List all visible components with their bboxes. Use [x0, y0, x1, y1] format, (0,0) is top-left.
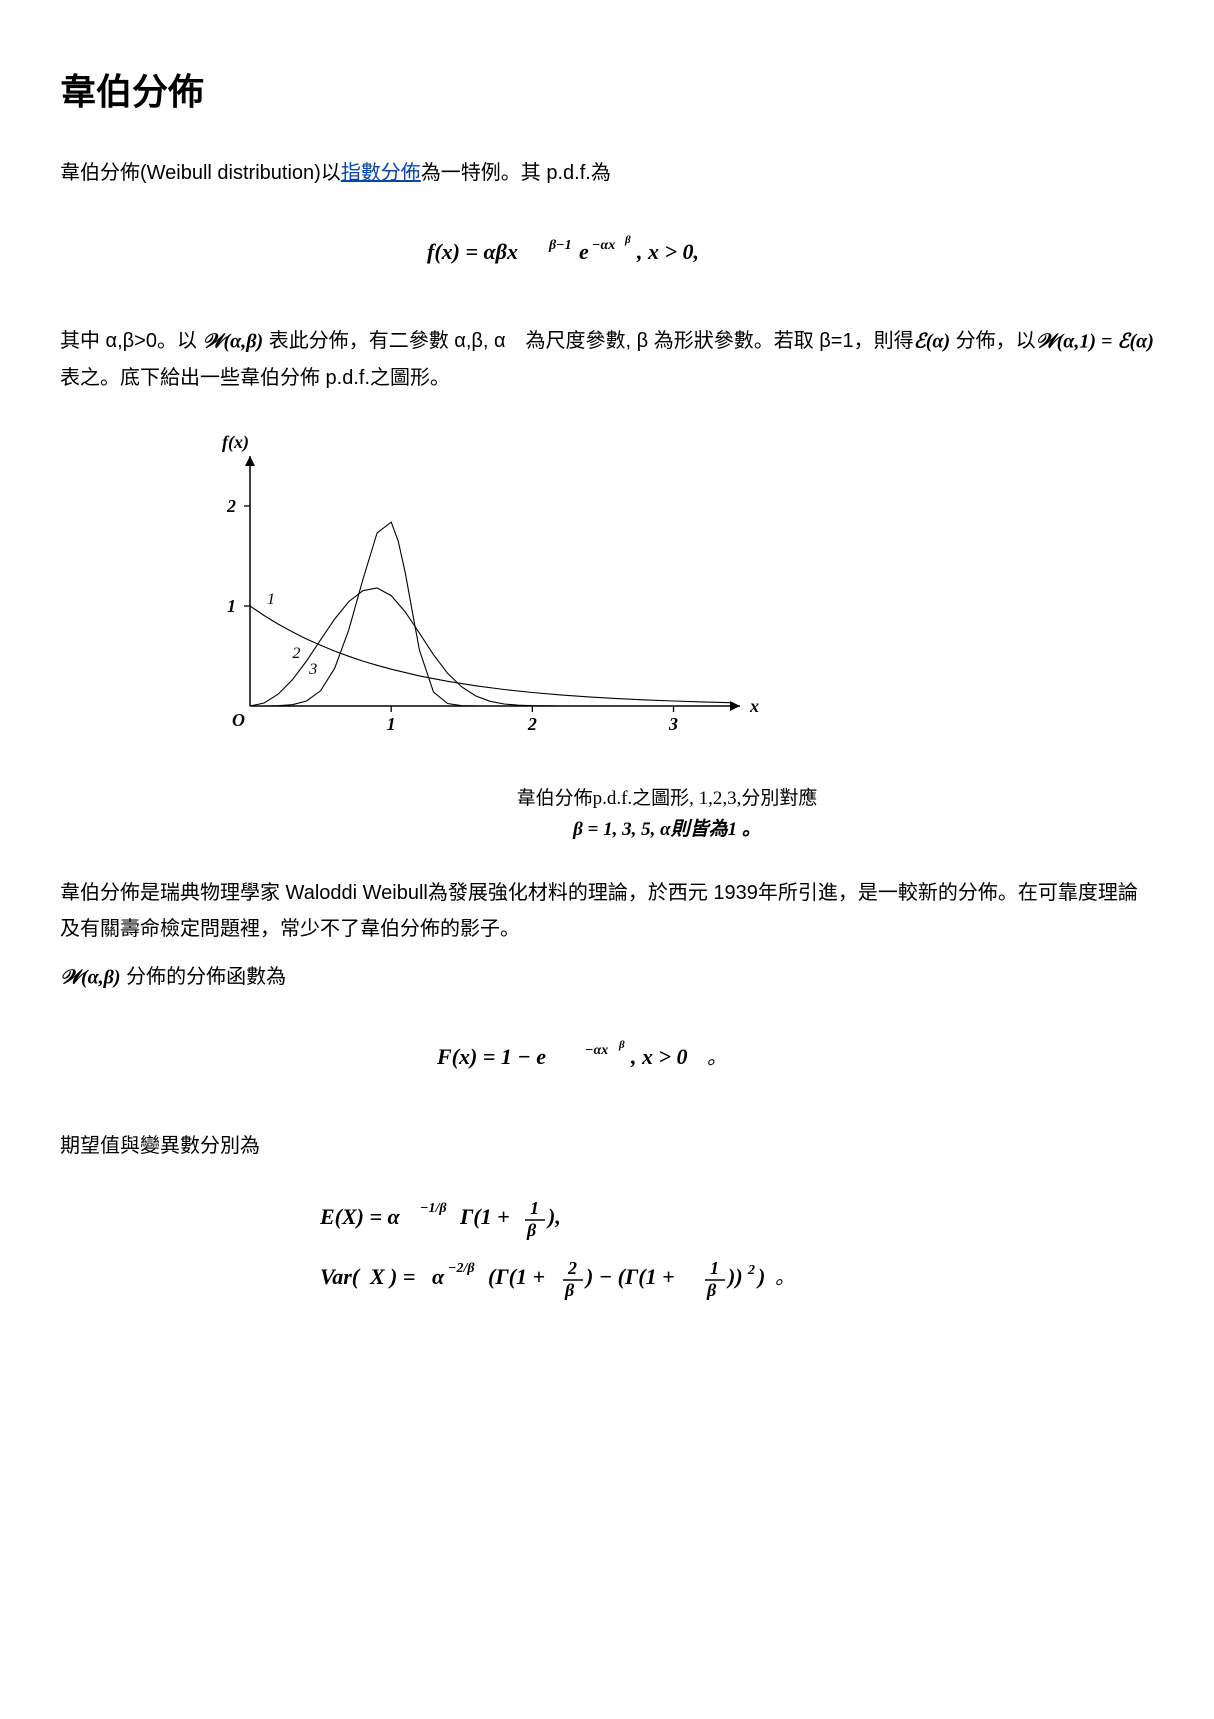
- svg-text:β−1: β−1: [548, 238, 572, 253]
- formula-moments: E(X) = α −1/β Γ(1 + 1 β ), Var( X ) = α …: [320, 1194, 1154, 1331]
- page-title: 韋伯分佈: [60, 60, 1154, 125]
- svg-text:3: 3: [308, 661, 317, 678]
- svg-text:−αx: −αx: [592, 238, 615, 253]
- svg-text:2: 2: [747, 1263, 755, 1278]
- formula-pdf: f(x) = αβx β−1 e −αx β , x > 0,: [60, 231, 1154, 284]
- svg-text:X: X: [369, 1264, 386, 1289]
- svg-text:β: β: [706, 1280, 717, 1300]
- intro-paragraph: 韋伯分佈(Weibull distribution)以指數分佈為一特例。其 p.…: [60, 155, 1154, 191]
- svg-text:Γ(1 +: Γ(1 +: [459, 1204, 510, 1229]
- svg-text:1: 1: [710, 1258, 719, 1278]
- svg-text:) − (Γ(1 +: ) − (Γ(1 +: [584, 1264, 675, 1289]
- svg-text:β: β: [618, 1039, 625, 1051]
- svg-text:3: 3: [668, 714, 678, 734]
- svg-text:−2/β: −2/β: [448, 1261, 475, 1276]
- para2-c: 分佈，以: [950, 330, 1036, 352]
- svg-text:2: 2: [292, 645, 300, 662]
- svg-text:F(x) = 1 − e: F(x) = 1 − e: [437, 1044, 546, 1069]
- svg-text:。: 。: [707, 1047, 727, 1069]
- chart-caption-1: 韋伯分佈p.d.f.之圖形, 1,2,3,分別對應: [517, 788, 818, 809]
- svg-text:, x > 0,: , x > 0,: [636, 239, 699, 264]
- svg-text:),: ),: [546, 1204, 561, 1229]
- svg-text:e: e: [579, 239, 589, 264]
- svg-text:): ): [756, 1264, 765, 1289]
- para4-b: 分佈的分佈函數為: [126, 966, 286, 988]
- para2-a: 其中 α,β>0。以: [60, 330, 203, 352]
- svg-text:f(x): f(x): [222, 432, 249, 453]
- math-w-alpha-1: 𝒲(α,1) = ℰ(α): [1036, 331, 1154, 353]
- svg-text:) =: ) =: [388, 1264, 415, 1289]
- svg-text:1: 1: [267, 591, 275, 608]
- math-w-alpha-beta-2: 𝒲(α,β): [60, 967, 121, 989]
- chart-caption-2: β = 1, 3, 5, α則皆為1 。: [573, 819, 761, 840]
- svg-text:, x > 0: , x > 0: [630, 1044, 688, 1069]
- svg-text:α: α: [432, 1264, 445, 1289]
- para4: 𝒲(α,β) 分佈的分佈函數為: [60, 959, 1154, 996]
- para3: 韋伯分佈是瑞典物理學家 Waloddi Weibull為發展強化材料的理論，於西…: [60, 875, 1154, 947]
- svg-text:O: O: [232, 710, 245, 730]
- svg-text:β: β: [526, 1220, 537, 1240]
- intro-post: 為一特例。其 p.d.f.為: [421, 162, 611, 184]
- link-exponential[interactable]: 指數分佈: [341, 162, 421, 184]
- svg-text:β: β: [564, 1280, 575, 1300]
- svg-text:x: x: [749, 696, 759, 716]
- para2: 其中 α,β>0。以 𝒲(α,β) 表此分佈，有二參數 α,β, α 為尺度參數…: [60, 323, 1154, 396]
- svg-text:2: 2: [226, 496, 236, 516]
- svg-text:−αx: −αx: [585, 1043, 608, 1058]
- svg-text:2: 2: [527, 714, 537, 734]
- svg-text:2: 2: [567, 1258, 577, 1278]
- svg-text:1: 1: [387, 714, 396, 734]
- svg-text:−1/β: −1/β: [420, 1201, 447, 1216]
- svg-text:1: 1: [530, 1198, 539, 1218]
- svg-text:f(x) = αβx: f(x) = αβx: [427, 239, 518, 264]
- svg-text:β: β: [624, 234, 631, 246]
- svg-text:E(X) = α: E(X) = α: [320, 1204, 401, 1229]
- svg-text:Var(: Var(: [320, 1264, 361, 1289]
- para5: 期望值與變異數分別為: [60, 1128, 1154, 1164]
- math-w-alpha-beta: 𝒲(α,β): [203, 331, 264, 353]
- svg-text:。: 。: [775, 1267, 795, 1289]
- weibull-pdf-chart: 12312Oxf(x)123 韋伯分佈p.d.f.之圖形, 1,2,3,分別對應…: [180, 426, 1154, 845]
- svg-text:)): )): [726, 1264, 743, 1289]
- para2-b: 表此分佈，有二參數 α,β, α 為尺度參數, β 為形狀參數。若取 β=1，則…: [269, 330, 914, 352]
- formula-cdf: F(x) = 1 − e −αx β , x > 0 。: [60, 1036, 1154, 1089]
- svg-text:1: 1: [227, 596, 236, 616]
- math-e-alpha: ℰ(α): [914, 331, 951, 353]
- svg-text:(Γ(1 +: (Γ(1 +: [488, 1264, 545, 1289]
- intro-pre: 韋伯分佈(Weibull distribution)以: [60, 162, 341, 184]
